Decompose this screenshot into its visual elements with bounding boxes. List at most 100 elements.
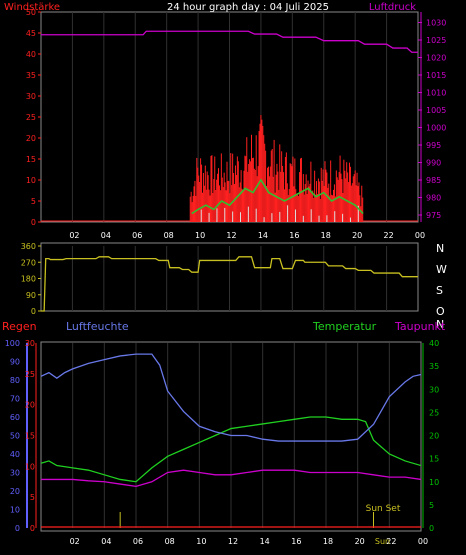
luftdruck-label: Luftdruck [369, 2, 416, 13]
direction-tick-label: 90 [26, 291, 36, 300]
x-tick-label: 02 [70, 537, 80, 546]
humidity-tick-label: 50 [10, 432, 20, 441]
humidity-tick-label: 10 [10, 506, 20, 515]
compass-label: N [436, 242, 444, 255]
sunset-annotation: Sun Set [366, 504, 401, 514]
rain-tick-label: 5 [30, 493, 35, 502]
temperature-tick-label: 20 [429, 432, 439, 441]
x-tick-label: 06 [132, 231, 142, 240]
bottom-chart-frame [40, 341, 422, 532]
x-tick-label: 18 [323, 537, 333, 546]
right-tick-label: 1030 [426, 19, 446, 28]
right-tick-label: 985 [426, 176, 441, 185]
left-tick-label: 50 [26, 8, 36, 17]
right-tick-label: 995 [426, 141, 441, 150]
right-tick-label: 1020 [426, 54, 446, 63]
x-tick-label: 22 [386, 537, 396, 546]
direction-tick-label: 360 [21, 242, 36, 251]
top-chart: Windstärke 24 hour graph day : 04 Juli 2… [4, 2, 446, 240]
temperatur-label: Temperatur [312, 320, 377, 333]
bottom-chart: Regen Luftfeuchte Temperatur Taupunkt 0 1… [2, 320, 446, 546]
humidity-tick-label: 20 [10, 487, 20, 496]
chart-title: 24 hour graph day : 04 Juli 2025 [167, 2, 329, 13]
left-tick-label: 30 [26, 92, 36, 101]
humidity-tick-label: 0 [15, 524, 20, 533]
compass-label: N [436, 318, 444, 331]
taupunkt-label: Taupunkt [394, 320, 446, 333]
temperature-tick-label: 5 [429, 501, 434, 510]
x-tick-label: 00 [418, 537, 428, 546]
x-tick-label: 20 [355, 537, 365, 546]
humidity-tick-label: 60 [10, 413, 20, 422]
right-tick-label: 1000 [426, 124, 446, 133]
humidity-line [40, 353, 422, 442]
right-tick-label: 1015 [426, 71, 446, 80]
temperature-tick-label: 0 [429, 524, 434, 533]
direction-tick-label: 180 [21, 275, 36, 284]
left-tick-label: 10 [26, 176, 36, 185]
x-tick-label: 20 [352, 231, 362, 240]
temperature-tick-label: 25 [429, 408, 439, 417]
temperature-tick-label: 10 [429, 478, 439, 487]
direction-tick-label: 270 [21, 258, 36, 267]
compass-label: S [436, 284, 443, 297]
pressure-line [41, 30, 418, 53]
rain-tick-label: 0 [30, 524, 35, 533]
rain-tick-label: 10 [25, 462, 35, 471]
x-tick-label: 14 [258, 231, 268, 240]
rain-tick-label: 30 [25, 339, 35, 348]
direction-tick-label: 0 [31, 307, 36, 316]
humidity-tick-label: 70 [10, 395, 20, 404]
x-tick-label: 06 [133, 537, 143, 546]
left-tick-label: 25 [26, 113, 36, 122]
left-tick-label: 0 [31, 218, 36, 227]
x-tick-label: 04 [101, 537, 111, 546]
x-tick-label: 22 [383, 231, 393, 240]
temperature-tick-label: 15 [429, 455, 439, 464]
right-tick-label: 1010 [426, 89, 446, 98]
x-tick-label: 12 [226, 231, 236, 240]
left-tick-label: 40 [26, 50, 36, 59]
temperature-tick-label: 30 [429, 385, 439, 394]
rain-tick-label: 15 [25, 432, 35, 441]
rain-tick-label: 25 [25, 370, 35, 379]
temperature-tick-label: 35 [429, 362, 439, 371]
humidity-tick-label: 100 [5, 339, 20, 348]
wind-speed-line [191, 178, 364, 215]
humidity-tick-label: 30 [10, 469, 20, 478]
sun-annotation: Sun [375, 537, 390, 546]
right-tick-label: 1005 [426, 106, 446, 115]
rain-tick-label: 20 [25, 401, 35, 410]
x-tick-label: 16 [289, 231, 299, 240]
wind-direction-line [41, 256, 418, 312]
x-tick-label: 02 [69, 231, 79, 240]
x-tick-label: 08 [165, 537, 175, 546]
right-tick-label: 1025 [426, 36, 446, 45]
x-tick-label: 14 [260, 537, 270, 546]
x-tick-label: 08 [164, 231, 174, 240]
left-tick-label: 20 [26, 134, 36, 143]
x-tick-label: 00 [415, 231, 425, 240]
left-tick-label: 5 [31, 197, 36, 206]
humidity-tick-label: 90 [10, 358, 20, 367]
temperature-tick-label: 40 [429, 339, 439, 348]
luftfeuchte-label: Luftfeuchte [66, 320, 129, 333]
left-tick-label: 45 [26, 29, 36, 38]
temperature-line [40, 416, 422, 483]
x-tick-label: 04 [101, 231, 111, 240]
x-tick-label: 10 [196, 537, 206, 546]
left-tick-label: 35 [26, 71, 36, 80]
right-tick-label: 975 [426, 211, 441, 220]
windstaerke-label: Windstärke [4, 2, 60, 13]
x-tick-label: 18 [321, 231, 331, 240]
humidity-tick-label: 80 [10, 376, 20, 385]
left-tick-label: 15 [26, 155, 36, 164]
regen-label: Regen [2, 320, 37, 333]
x-tick-label: 12 [228, 537, 238, 546]
right-tick-label: 980 [426, 194, 441, 203]
compass-label: O [436, 305, 445, 318]
right-tick-label: 990 [426, 159, 441, 168]
x-tick-label: 10 [195, 231, 205, 240]
